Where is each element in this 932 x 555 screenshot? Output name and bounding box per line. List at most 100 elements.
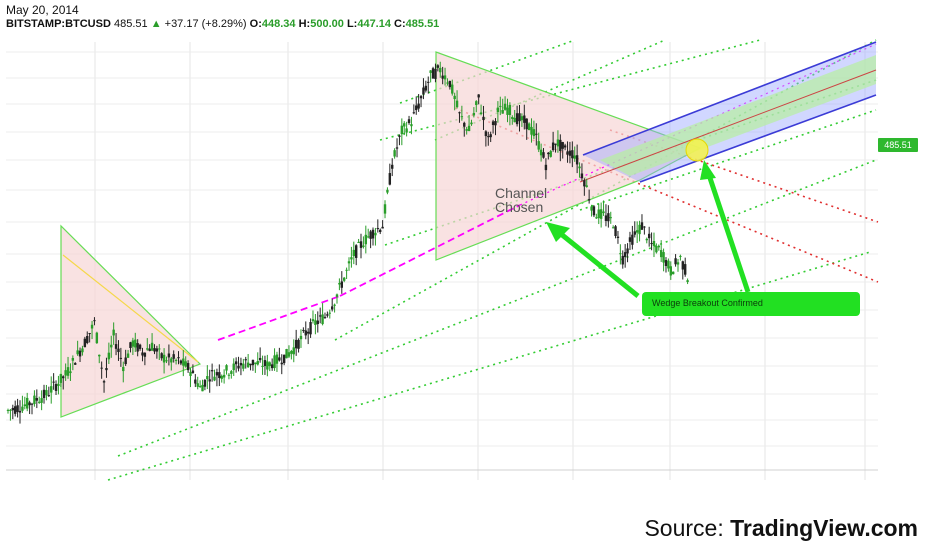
candle-body [124,357,127,365]
candle-body [592,206,596,216]
candle-body [448,80,452,88]
candle-body [347,261,351,264]
candle-body [268,362,271,367]
candle-body [285,349,288,359]
candle-body [611,227,615,229]
candle-body [122,366,125,372]
candle-body [215,372,219,376]
candle-body [90,324,94,329]
candle-body [309,322,312,335]
source-name: TradingView.com [730,515,918,541]
candle-body [434,68,437,79]
candle-body [6,409,10,411]
candle-body [14,406,17,414]
candle-body [681,261,684,270]
candle-body [287,352,291,357]
candle-body [314,320,317,326]
candle-body [463,122,466,127]
candle-body [299,335,303,340]
candle-body [117,348,120,353]
candle-body [201,384,204,392]
high-label: H: [298,18,311,30]
candle-body [551,142,555,151]
candle-body [683,264,687,275]
candle-body [170,358,173,363]
close-label: C: [394,18,406,30]
candle-body [338,282,341,285]
candle-body [246,362,250,368]
candle-body [100,367,103,369]
candle-body [374,232,377,236]
candle-body [626,248,629,254]
candle-body [398,135,401,137]
candle-body [294,339,298,349]
candle-body [28,402,31,406]
candle-body [342,277,346,281]
last-price-tag: 485.51 [878,138,918,152]
candle-body [74,363,77,365]
candle-body [102,381,106,383]
candle-body [431,68,435,79]
magenta-dotted-line [519,43,877,206]
wedge-breakout-callout: Wedge Breakout Confirmed [642,292,860,316]
candle-body [244,359,247,361]
candle-body [174,359,178,361]
candle-body [38,401,41,403]
candle-body [95,332,99,344]
arrow-to-channel [554,228,640,298]
breakout-highlight [685,138,709,162]
candle-body [417,103,420,109]
candle-body [35,398,39,401]
candle-body [66,367,70,376]
candle-body [537,141,540,150]
candle-body [237,365,240,369]
candle-body [333,304,336,306]
candle-body [628,237,632,242]
candle-body [194,379,197,384]
candles [6,61,689,424]
candle-body [98,354,101,357]
candle-body [40,398,43,403]
candle-body [50,386,53,393]
channel-upper-line [582,41,877,156]
candle-body [352,249,356,257]
candle-body [566,151,569,155]
candle-body [150,342,154,351]
candle-body [213,376,216,381]
candle-body [357,241,360,243]
green-dotted-line-6 [399,39,576,104]
candle-body [11,407,15,411]
candle-body [112,329,115,336]
candle-body [162,354,166,363]
candle-body [571,150,574,159]
candle-body [645,238,648,241]
candle-body [186,363,190,371]
candle-body [580,173,584,179]
candle-body [54,384,58,391]
candle-body [482,116,485,120]
candle-body [583,180,586,187]
candle-body [518,113,521,122]
candle-body [568,150,572,156]
candle-body [458,112,461,114]
candle-body [42,389,46,398]
candle-body [515,113,519,125]
candle-body [69,371,72,374]
candle-body [491,121,495,125]
candle-body [544,164,548,171]
candle-body [619,253,622,255]
candle-body [189,372,192,376]
candle-body [359,241,363,248]
candle-body [160,353,163,359]
candle-body [275,354,279,364]
candle-body [114,344,118,349]
candle-body [455,100,459,108]
candle-body [167,353,171,358]
candle-body [599,209,603,219]
candle-body [153,348,156,352]
low-value: 447.14 [357,18,391,30]
candle-body [52,381,55,383]
candle-body [623,252,627,258]
symbol: BITSTAMP:BTCUSD [6,18,111,30]
